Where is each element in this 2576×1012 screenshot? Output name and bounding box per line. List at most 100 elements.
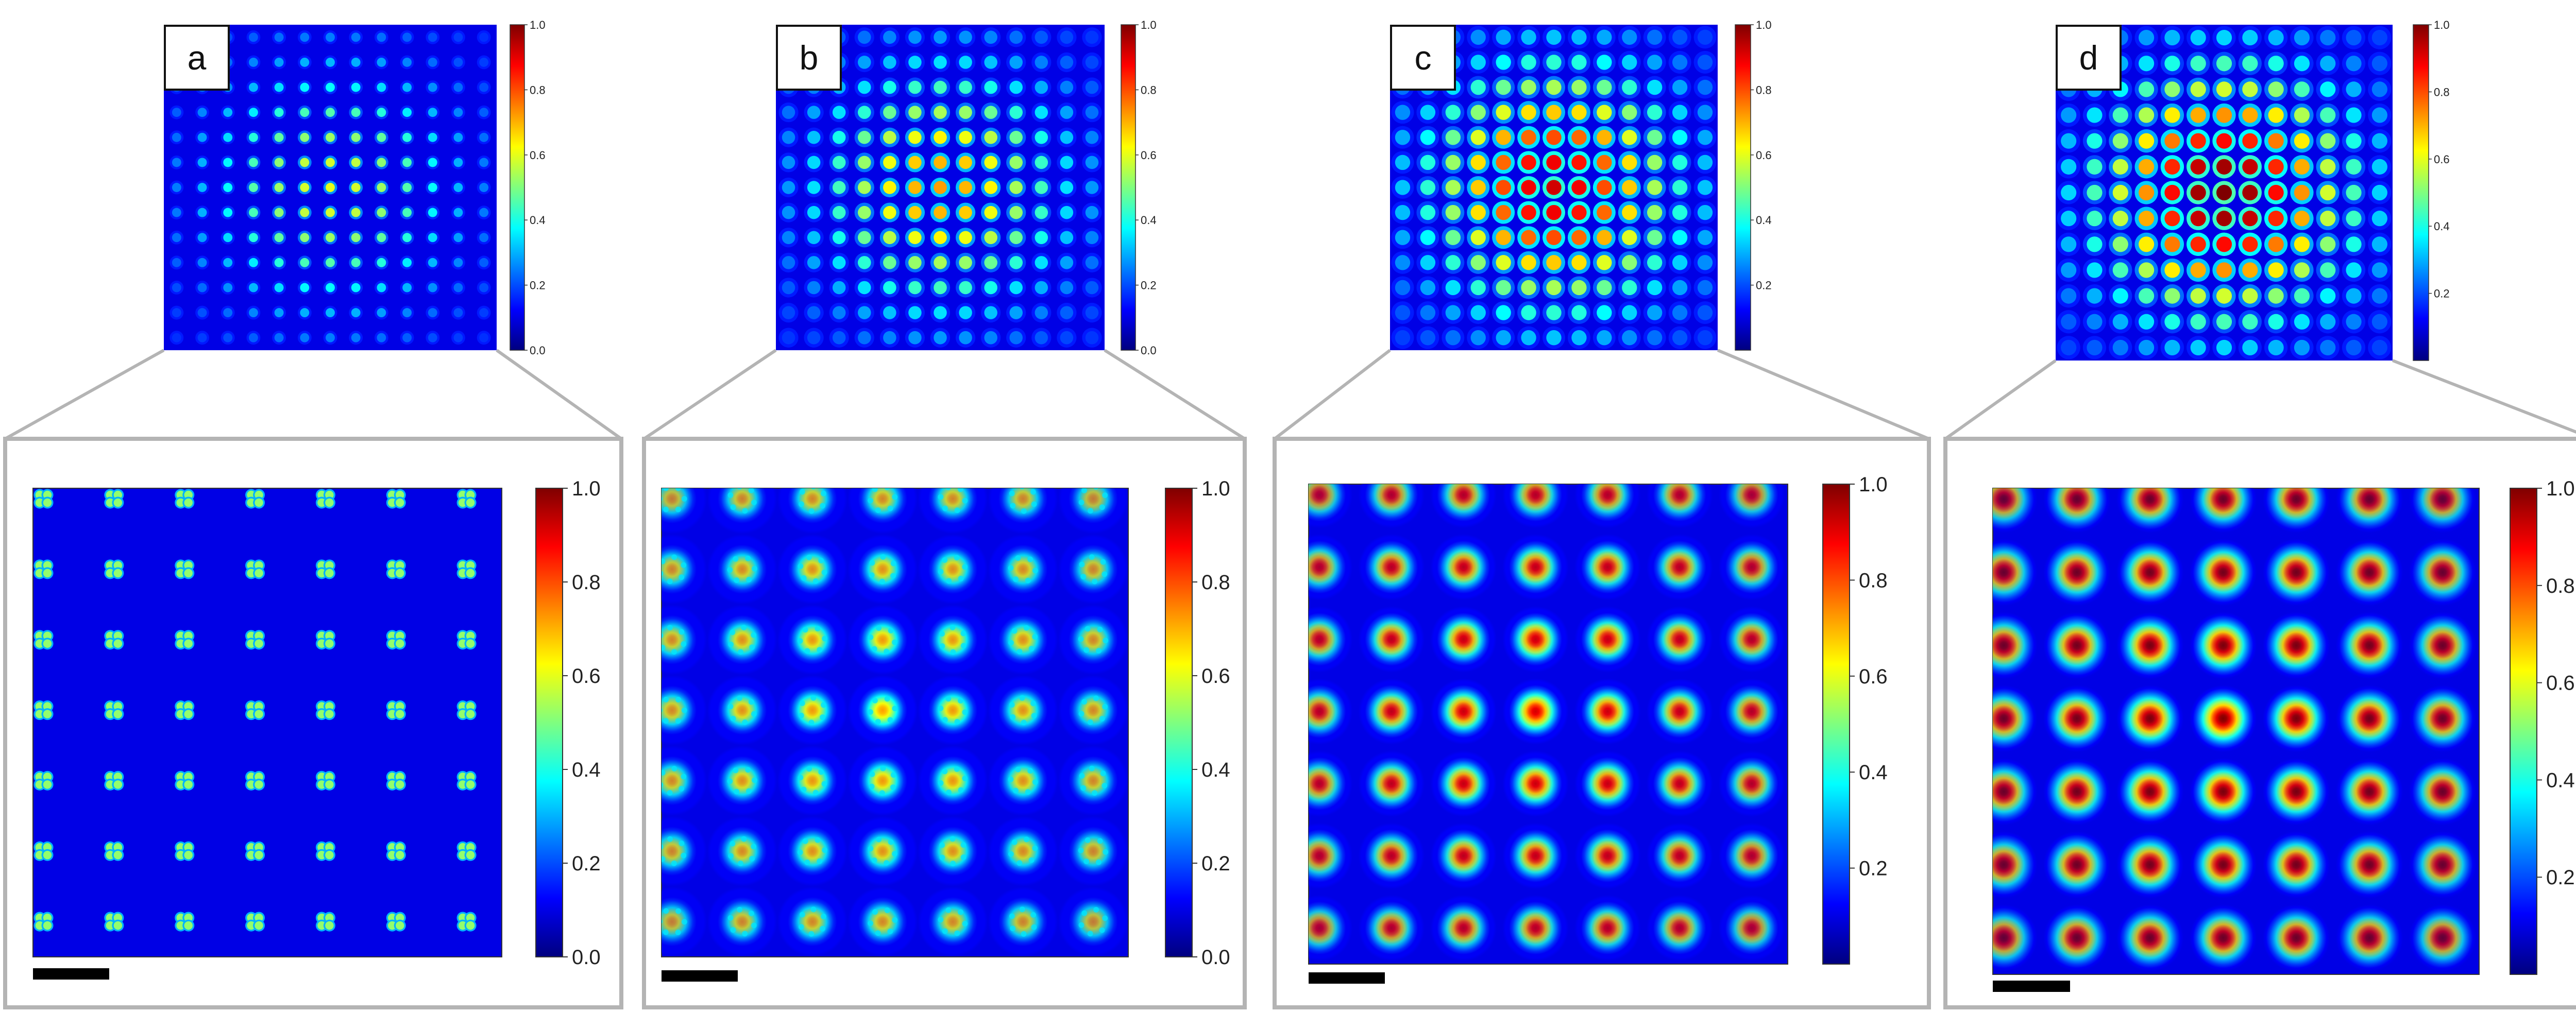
zoom-spot <box>2189 684 2257 752</box>
overview-spot <box>223 108 233 117</box>
zoom-spot <box>33 841 54 861</box>
overview-spot <box>326 283 335 293</box>
zoom-spot <box>2262 611 2330 679</box>
overview-spot <box>479 132 489 142</box>
overview-spot <box>248 258 258 267</box>
overview-spot <box>1470 204 1486 220</box>
overview-spot <box>1085 56 1099 69</box>
overview-spot <box>2294 56 2310 72</box>
overview-spot <box>2268 184 2284 201</box>
overview-spot <box>2164 133 2180 149</box>
zoom-spot <box>1058 675 1128 746</box>
overview-spot <box>1697 230 1713 245</box>
zoom-spot <box>1646 822 1713 889</box>
overview-spot <box>1647 255 1663 270</box>
overview-spot <box>2190 236 2206 252</box>
overview-spot <box>300 32 310 42</box>
zoom-colorbar-tick: 0.6 <box>2546 672 2575 695</box>
zoom-image <box>1308 484 1788 965</box>
overview-spot <box>1521 155 1536 170</box>
overview-spot <box>428 333 437 342</box>
overview-spot <box>248 333 258 342</box>
overview-spot <box>172 183 181 192</box>
zoom-spot <box>456 770 477 791</box>
overview-spot <box>984 181 997 194</box>
overview-spot <box>883 30 896 44</box>
overview-spot <box>2164 81 2180 97</box>
overview-spot <box>2371 184 2387 201</box>
overview-spot <box>2346 288 2362 304</box>
zoom-spot <box>104 770 124 791</box>
zoom-spot <box>1993 758 2038 826</box>
overview-spot <box>402 57 412 67</box>
overview-spot <box>883 56 896 69</box>
overview-spot <box>1546 29 1562 45</box>
zoom-spot <box>1502 750 1569 817</box>
zoom-spot <box>707 886 777 957</box>
overview-spot <box>1470 280 1486 296</box>
overview-spot <box>2112 262 2128 278</box>
overview-spot <box>782 256 795 269</box>
overview-spot <box>1035 106 1048 119</box>
overview-spot <box>172 333 181 342</box>
overview-spot <box>1445 130 1461 145</box>
zoom-box-outline <box>642 437 1247 1009</box>
overview-spot <box>1546 305 1562 320</box>
overview-spot <box>934 281 947 295</box>
overview-spot <box>2087 107 2103 123</box>
overview-spot <box>2371 314 2387 330</box>
overview-spot <box>2138 29 2155 46</box>
zoom-colorbar-tick: 0.4 <box>1859 761 1888 784</box>
overview-spot <box>1035 156 1048 169</box>
overview-spot <box>351 233 361 243</box>
overview-spot <box>2294 133 2310 149</box>
overview-spot <box>883 281 896 295</box>
overview-spot <box>223 158 233 167</box>
overview-spot <box>300 108 310 117</box>
overview-spot <box>2112 184 2128 201</box>
zoom-spot <box>2116 831 2184 899</box>
zoom-spot <box>2189 488 2257 533</box>
overview-spot <box>248 233 258 243</box>
zoom-spot <box>918 675 988 746</box>
overview-spot <box>2371 29 2387 46</box>
zoom-spot <box>1502 534 1569 601</box>
zoom-spot <box>315 489 335 509</box>
overview-spot <box>2216 339 2232 356</box>
overview-spot <box>2061 262 2077 278</box>
overview-spot <box>223 183 233 192</box>
overview-spot <box>2242 107 2258 123</box>
overview-spot <box>1571 180 1587 195</box>
overview-spot <box>223 308 233 318</box>
overview-spot <box>2087 314 2103 330</box>
overview-spot <box>300 258 310 267</box>
overview-image <box>1390 25 1718 350</box>
zoom-spot <box>2335 488 2403 533</box>
overview-spot <box>2087 211 2103 227</box>
overview-spot <box>428 308 437 318</box>
overview-spot <box>1496 105 1511 120</box>
overview-spot <box>1035 281 1048 295</box>
overview-spot <box>1647 29 1663 45</box>
overview-spot <box>326 233 335 243</box>
overview-spot <box>832 331 846 345</box>
overview-spot <box>2242 314 2258 330</box>
overview-spot <box>1622 305 1637 320</box>
overview-spot <box>1622 255 1637 270</box>
overview-spot <box>1647 204 1663 220</box>
overview-spot <box>1060 281 1074 295</box>
overview-spot <box>2087 159 2103 175</box>
zoom-connector-left <box>643 349 777 440</box>
overview-spot <box>959 256 972 269</box>
zoom-connector-right <box>2392 359 2576 434</box>
overview-spot <box>1060 205 1074 219</box>
overview-spot <box>274 283 284 293</box>
overview-spot <box>1085 205 1099 219</box>
overview-spot <box>2268 81 2284 97</box>
overview-spot <box>479 208 489 217</box>
zoom-spot <box>2409 684 2477 752</box>
zoom-spot <box>2043 538 2111 606</box>
zoom-spot <box>707 605 777 675</box>
overview-spot <box>1496 204 1511 220</box>
overview-spot <box>858 131 871 144</box>
